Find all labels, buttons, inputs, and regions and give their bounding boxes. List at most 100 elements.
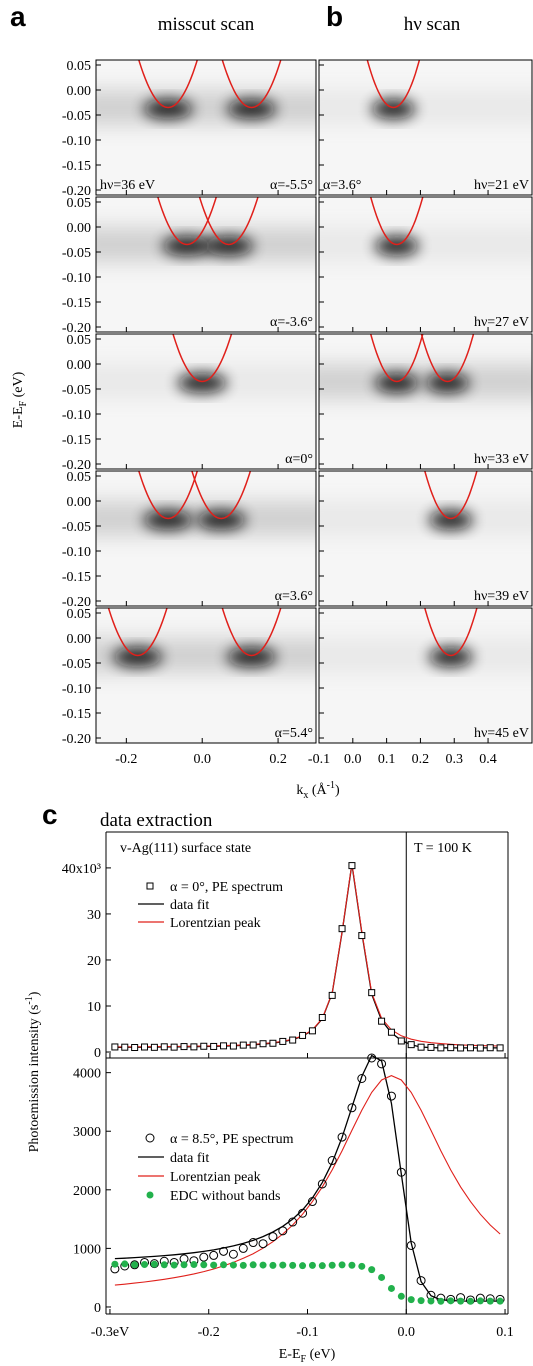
image-frame [95,196,317,333]
y-tick-label: -0.15 [62,296,91,311]
x-tick-label: -0.1 [308,752,330,767]
energy-axis-label: E-EF (eV) [11,371,29,428]
dot-marker [111,1260,119,1268]
y-tick-label: -0.15 [62,159,91,174]
square-marker [368,989,376,997]
y-tick-label: -0.15 [62,433,91,448]
band-parabola [138,471,199,520]
intensity-blob [371,99,416,119]
y-tick-label: -0.05 [62,109,91,124]
legend-label: Lorentzian peak [170,916,261,931]
arpes-image [96,334,316,469]
image-background [319,334,532,469]
band-parabola [172,334,233,383]
y-tick-label: -0.05 [62,383,91,398]
row-label: α=5.4° [275,726,313,741]
band-parabola [221,60,282,109]
row-label: α=3.6° [323,178,361,193]
x-tick-label: -0.1 [296,1325,318,1340]
intensity-band [319,364,532,399]
dot-marker [308,1261,316,1269]
dot-marker [259,1261,267,1269]
intensity-band [96,90,316,125]
arpes-image [96,471,316,606]
arpes-image [96,608,316,743]
dot-marker [397,1292,405,1300]
dot-marker [160,1261,168,1269]
dot-marker [486,1297,494,1305]
plot-header: v-Ag(111) surface state [120,841,251,856]
band-parabola [138,60,199,109]
y-tick-label: -0.20 [62,595,91,610]
y-tick-label: 0.05 [67,607,92,622]
intensity-band [319,227,532,262]
x-tick-label: 0.2 [412,752,430,767]
y-tick-label: 1000 [73,1242,101,1257]
x-tick-label: 0.0 [398,1325,416,1340]
image-background [96,334,316,469]
square-marker [269,1039,277,1047]
y-tick-label: 0 [94,1301,101,1316]
x-tick-label: -0.2 [115,752,137,767]
circle-marker [327,1156,337,1166]
square-marker [447,1044,455,1052]
square-marker [387,1028,395,1036]
circle-marker [386,1091,396,1101]
circle-marker [238,1243,248,1253]
square-marker [496,1044,504,1052]
square-marker [338,925,346,933]
y-tick-label: 30 [87,908,101,923]
square-marker [417,1043,425,1051]
square-marker [289,1036,297,1044]
band-parabola [107,608,168,657]
circle-marker [228,1249,238,1259]
row-label: hν=45 eV [474,726,529,741]
circle-marker [317,1179,327,1189]
intensity-blob [428,647,473,667]
arpes-image [319,334,532,469]
dot-marker [146,1191,154,1199]
y-tick-label: -0.10 [62,408,91,423]
arpes-image [319,60,532,195]
circle-marker [347,1103,357,1113]
y-tick-label: 0.00 [67,632,92,647]
y-tick-label: 40x10³ [62,862,101,877]
dot-marker [338,1261,346,1269]
dot-marker [131,1261,139,1269]
band-parabola [424,608,478,657]
energy-axis-label: E-EF (eV) [279,1347,336,1365]
arpes-image [319,608,532,743]
circle-marker [209,1250,219,1260]
band-parabola [369,334,424,383]
y-tick-label: -0.10 [62,134,91,149]
legend-label: Lorentzian peak [170,1170,261,1185]
dot-marker [358,1262,366,1270]
y-tick-label: 2000 [73,1184,101,1199]
dot-marker [279,1261,287,1269]
image-background [319,608,532,743]
x-tick-label: 0.4 [479,752,497,767]
y-tick-label: 10 [87,1000,101,1015]
band-parabola [420,334,475,383]
dot-marker [496,1297,504,1305]
y-tick-label: -0.20 [62,184,91,199]
square-marker [457,1044,465,1052]
y-tick-label: 0.05 [67,196,92,211]
legend-label: EDC without bands [170,1189,280,1204]
intensity-blob [204,236,254,256]
intensity-blob [226,647,277,667]
circle-marker [278,1226,288,1236]
x-tick-label: 0.2 [269,752,287,767]
y-tick-label: 20 [87,954,101,969]
y-tick-label: -0.20 [62,732,91,747]
square-marker [239,1041,247,1049]
dot-marker [239,1261,247,1269]
dot-marker [348,1261,356,1269]
circle-marker [219,1246,229,1256]
square-marker [318,1013,326,1021]
image-frame [95,59,317,196]
y-tick-label: -0.05 [62,657,91,672]
x-tick-label: 0.3 [445,752,463,767]
intensity-blob [177,373,227,393]
